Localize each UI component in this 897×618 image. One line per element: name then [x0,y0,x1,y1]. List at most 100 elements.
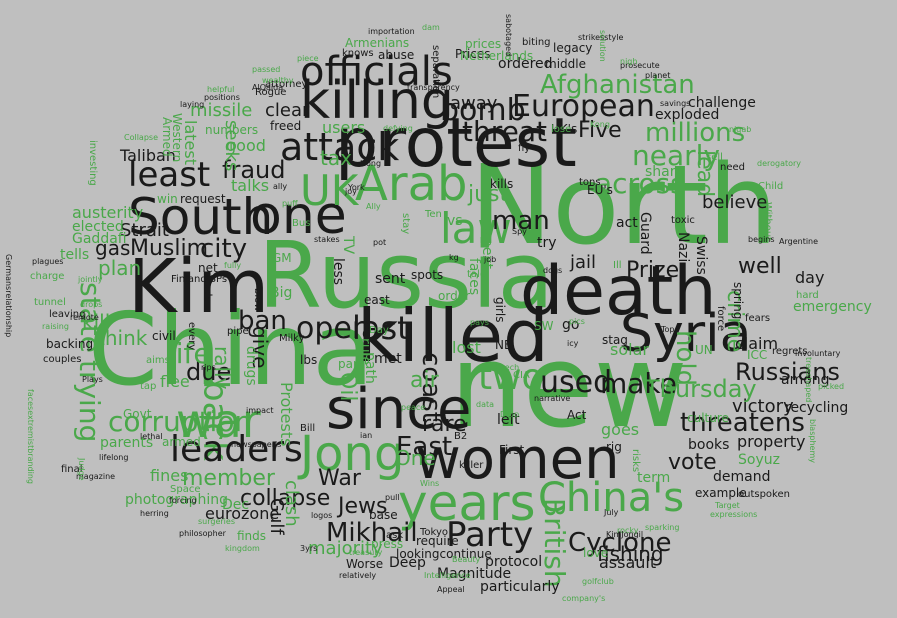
cloud-word: blow [252,288,263,312]
cloud-word: treasury [349,548,383,557]
cloud-word: Armenians [345,36,410,50]
cloud-word: Ten [425,209,442,220]
cloud-word: lookingcontinue [396,547,492,561]
cloud-word: icy [567,339,579,348]
cloud-word: One [395,446,436,470]
cloud-word: try [537,235,557,251]
cloud-word: due [186,358,232,386]
cloud-word: dam [422,23,440,32]
cloud-word: Space [170,484,201,495]
cloud-word: drops [80,300,103,309]
cloud-word: make [600,367,677,400]
cloud-word: protest [335,104,577,183]
cloud-word: term [637,470,671,486]
cloud-word: spring [731,282,745,320]
cloud-word: love [583,546,609,560]
cloud-word: among [781,372,830,388]
cloud-word: AlQaida [252,83,284,92]
cloud-word: finds [237,529,267,543]
cloud-word: Milky [279,333,305,344]
cloud-word: facesextremistbranding [26,389,35,485]
cloud-word: force [715,306,726,332]
cloud-word: jail [570,252,597,273]
cloud-word: passed [252,65,281,74]
cloud-word: B2 [454,431,468,442]
cloud-word: Kim [128,244,270,330]
cloud-word: charge [30,271,65,282]
cloud-word: surgeries [198,517,235,526]
cloud-word: vote [668,450,717,475]
cloud-word: leaders [170,429,303,470]
cloud-word: win [157,192,178,206]
cloud-word: kills [490,177,514,191]
cloud-word: eurozone [205,504,280,523]
cloud-word: FinlandISPs [171,274,228,285]
cloud-word: prosecute [620,61,660,70]
cloud-word: kg [449,253,459,262]
cloud-word: demand [713,469,771,485]
cloud-word: Taliban [120,146,176,165]
cloud-word: kill [82,310,111,334]
cloud-word: Magnitude [437,566,512,582]
cloud-word: TV [340,236,356,255]
cloud-word: North [470,141,778,269]
cloud-word: ian [360,431,373,440]
cloud-word: Hong [360,159,382,168]
cloud-word: think [97,326,148,350]
cloud-word: protocol [485,554,543,570]
cloud-word: vs [447,213,463,229]
cloud-word: fines [150,466,189,485]
cloud-word: York [348,183,365,192]
cloud-word: investing [87,140,98,186]
cloud-word: Child [758,181,784,192]
cloud-word: Kong [590,120,610,129]
cloud-word: city [200,234,248,264]
cloud-word: Big [270,285,293,301]
cloud-word: property [737,432,806,451]
cloud-word: Oil [335,372,360,402]
cloud-word: Ally [366,202,381,211]
cloud-word: last [352,309,410,347]
cloud-word: involuntary [795,349,841,358]
cloud-word: Five [578,118,622,143]
cloud-word: importation [368,27,415,36]
cloud-word: two [478,357,544,398]
cloud-word: fishing [597,542,664,566]
cloud-word: ally [273,182,288,191]
cloud-word: hold [670,330,700,387]
cloud-word: Netherlands [460,49,534,63]
cloud-word: Russians [735,358,840,386]
cloud-word: man [492,206,550,236]
cloud-word: share [645,164,684,180]
cloud-word: outspoken [738,489,790,500]
cloud-word: lethal [140,432,163,441]
cloud-word: death [520,252,717,331]
cloud-word: millions [645,118,746,148]
cloud-word: majority [308,538,383,559]
cloud-word: joy [345,187,357,196]
cloud-word: Drop [500,410,520,419]
cloud-word: new [450,320,688,454]
cloud-word: girls [493,297,507,323]
cloud-word: Worse [346,557,384,571]
cloud-word: Thursday [645,375,757,403]
cloud-word: flee [160,372,190,391]
cloud-word: pot [373,238,387,247]
cloud-word: well [738,254,782,279]
cloud-word: fully [224,261,242,270]
cloud-word: East [396,432,453,462]
cloud-word: fly [518,143,531,154]
cloud-word: expressions [710,510,758,519]
cloud-word: go [562,317,580,333]
cloud-word: peace [401,403,426,412]
cloud-word: Mikhail [326,518,418,548]
cloud-word: clear [265,100,310,121]
cloud-word: European [512,89,655,124]
cloud-word: Germansrelationship [4,254,13,338]
cloud-word: exploded [655,107,720,123]
cloud-word: Argentine [779,237,819,246]
cloud-word: recycling [785,400,849,416]
cloud-word: tap [140,381,157,392]
cloud-word: Appeal [437,585,465,594]
